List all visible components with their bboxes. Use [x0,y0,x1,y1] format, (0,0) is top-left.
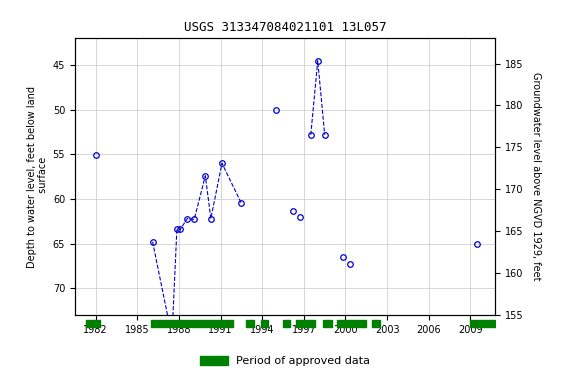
Y-axis label: Groundwater level above NGVD 1929, feet: Groundwater level above NGVD 1929, feet [530,73,541,281]
Legend: Period of approved data: Period of approved data [195,351,375,371]
Title: USGS 313347084021101 13L057: USGS 313347084021101 13L057 [184,22,386,35]
Y-axis label: Depth to water level, feet below land
 surface: Depth to water level, feet below land su… [27,86,48,268]
